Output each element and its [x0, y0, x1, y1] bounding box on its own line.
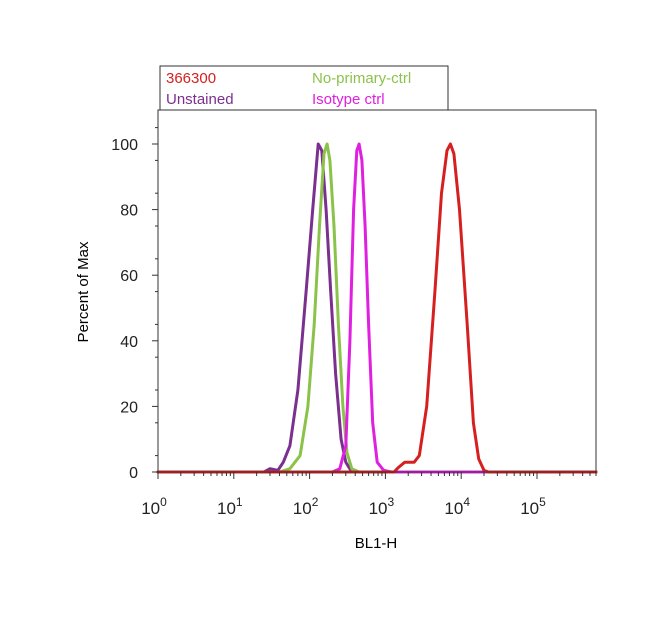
y-axis-label: Percent of Max [75, 241, 92, 342]
y-tick-label: 60 [120, 268, 138, 285]
x-axis-label: BL1-H [355, 535, 398, 552]
series-line-no-primary-ctrl [156, 142, 598, 474]
x-tick-label: 105 [520, 495, 546, 518]
axes: 0 20 40 60 80 100 100 101 102 103 104 105 [111, 109, 597, 518]
y-tick-label: 80 [120, 203, 138, 220]
legend-item: Isotype ctrl [312, 91, 385, 108]
x-tick-label: 101 [217, 495, 243, 518]
legend-item: 366300 [166, 70, 216, 87]
y-tick-label: 0 [129, 465, 138, 482]
plot-area [156, 142, 598, 474]
legend: 366300 No-primary-ctrl Unstained Isotype ct… [159, 65, 449, 111]
series-line-isotype-ctrl [156, 142, 598, 474]
plot-frame [157, 109, 597, 473]
y-tick-label: 40 [120, 334, 138, 351]
series-line-unstained [156, 142, 598, 474]
series-line-366300 [156, 142, 598, 474]
x-tick-label: 104 [444, 495, 470, 518]
y-tick-label: 100 [111, 137, 138, 154]
legend-item: No-primary-ctrl [312, 70, 411, 87]
x-tick-label: 102 [293, 495, 319, 518]
y-tick-label: 20 [120, 399, 138, 416]
x-tick-label: 100 [141, 495, 167, 518]
legend-item: Unstained [166, 91, 234, 108]
x-tick-label: 103 [369, 495, 395, 518]
legend-box [159, 65, 449, 111]
